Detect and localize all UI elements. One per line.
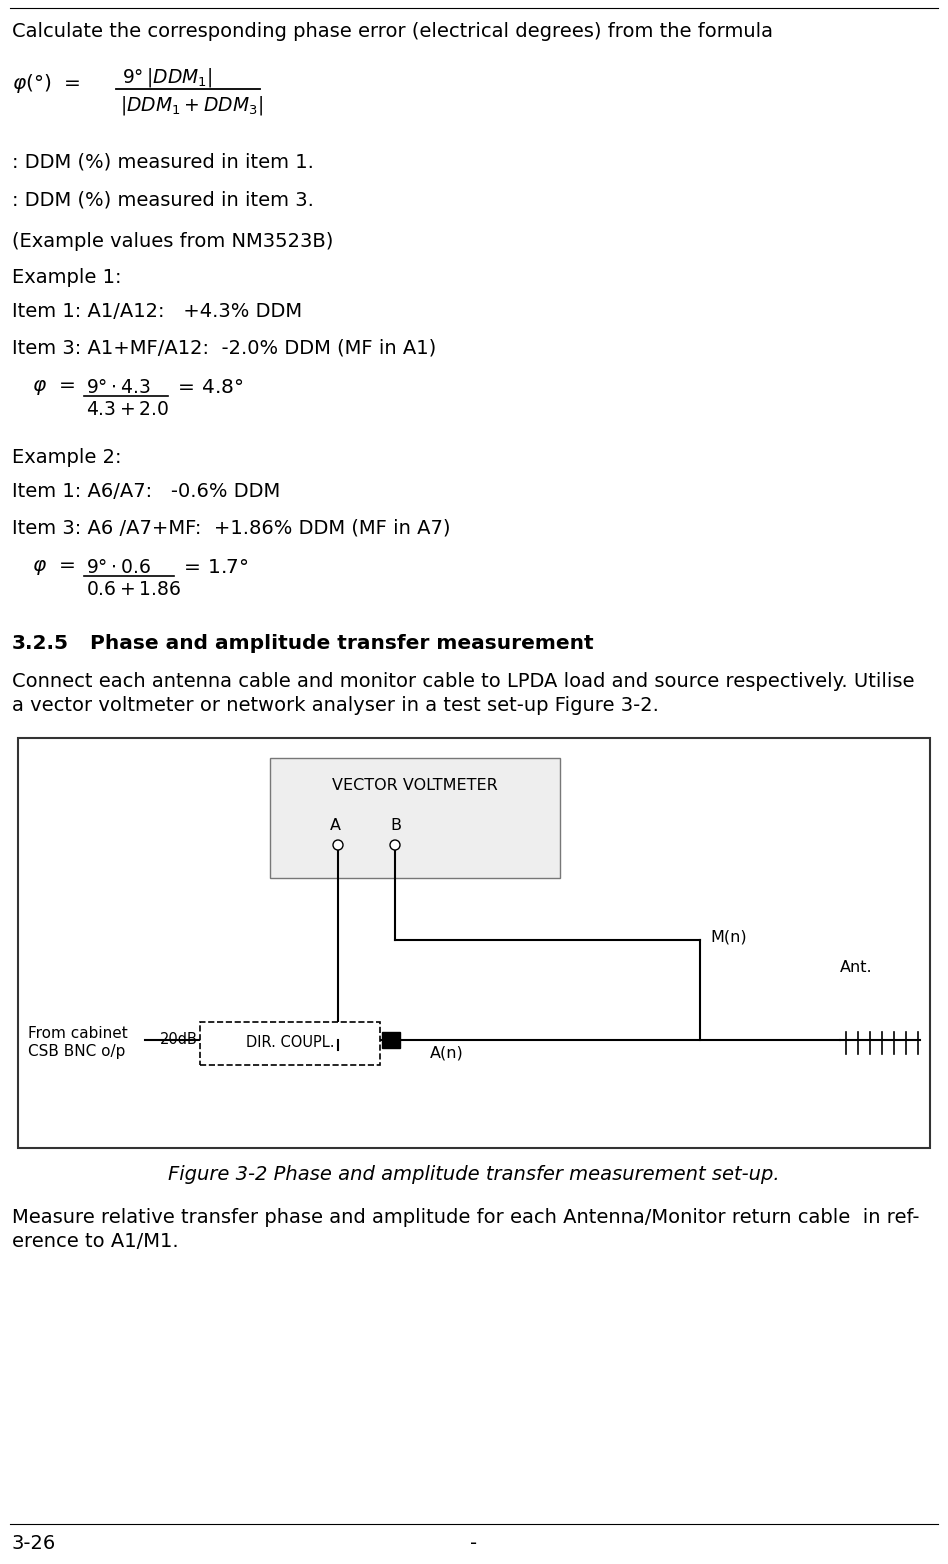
Text: Item 1: A6/A7:   -0.6% DDM: Item 1: A6/A7: -0.6% DDM (12, 482, 281, 500)
Text: : DDM (%) measured in item 3.: : DDM (%) measured in item 3. (12, 189, 314, 210)
Text: 3.2.5: 3.2.5 (12, 633, 69, 654)
Text: Calculate the corresponding phase error (electrical degrees) from the formula: Calculate the corresponding phase error … (12, 22, 773, 41)
Text: $0.6 + 1.86$: $0.6 + 1.86$ (86, 580, 181, 599)
Text: Phase and amplitude transfer measurement: Phase and amplitude transfer measurement (90, 633, 593, 654)
Text: $9°\,|DDM_1|$: $9°\,|DDM_1|$ (122, 66, 212, 89)
Text: $\varphi$  =: $\varphi$ = (32, 558, 75, 577)
Text: M(n): M(n) (710, 931, 747, 945)
Text: $\varphi$  =: $\varphi$ = (32, 378, 75, 397)
Text: Item 1: A1/A12:   +4.3% DDM: Item 1: A1/A12: +4.3% DDM (12, 302, 302, 321)
Text: Connect each antenna cable and monitor cable to LPDA load and source respectivel: Connect each antenna cable and monitor c… (12, 673, 915, 691)
Circle shape (390, 840, 400, 849)
Text: $9°\cdot 0.6$: $9°\cdot 0.6$ (86, 558, 152, 577)
Text: A: A (330, 818, 341, 834)
Text: From cabinet: From cabinet (28, 1026, 128, 1042)
Text: B: B (390, 818, 401, 834)
Text: Item 3: A6 /A7+MF:  +1.86% DDM (MF in A7): Item 3: A6 /A7+MF: +1.86% DDM (MF in A7) (12, 518, 450, 536)
Text: $= \, 1.7°$: $= \, 1.7°$ (180, 558, 248, 577)
Text: : DDM (%) measured in item 1.: : DDM (%) measured in item 1. (12, 152, 314, 170)
Text: $4.3 + 2.0$: $4.3 + 2.0$ (86, 400, 170, 419)
Bar (382, 1032, 400, 1048)
Text: Measure relative transfer phase and amplitude for each Antenna/Monitor return ca: Measure relative transfer phase and ampl… (12, 1207, 920, 1228)
Text: Ant.: Ant. (840, 960, 872, 974)
Text: VECTOR VOLTMETER: VECTOR VOLTMETER (332, 777, 498, 793)
Text: $9°\cdot 4.3$: $9°\cdot 4.3$ (86, 378, 151, 397)
Text: (Example values from NM3523B): (Example values from NM3523B) (12, 231, 334, 250)
Text: a vector voltmeter or network analyser in a test set-up Figure 3-2.: a vector voltmeter or network analyser i… (12, 696, 659, 715)
Text: $|DDM_1 + DDM_3|$: $|DDM_1 + DDM_3|$ (120, 94, 264, 117)
Text: DIR. COUPL.: DIR. COUPL. (246, 1035, 335, 1049)
Circle shape (333, 840, 343, 849)
Text: CSB BNC o/p: CSB BNC o/p (28, 1045, 125, 1059)
Text: Example 1:: Example 1: (12, 267, 121, 288)
Text: $= \, 4.8°$: $= \, 4.8°$ (174, 378, 244, 397)
Text: $\varphi(°)$  =: $\varphi(°)$ = (12, 72, 81, 95)
Text: 3-26: 3-26 (12, 1534, 56, 1553)
Bar (270, 759, 560, 877)
Text: erence to A1/M1.: erence to A1/M1. (12, 1232, 178, 1251)
Text: Example 2:: Example 2: (12, 447, 121, 468)
Bar (18, 738, 930, 1148)
Text: 20dB: 20dB (160, 1032, 198, 1046)
Text: Item 3: A1+MF/A12:  -2.0% DDM (MF in A1): Item 3: A1+MF/A12: -2.0% DDM (MF in A1) (12, 338, 436, 357)
Text: A(n): A(n) (430, 1045, 464, 1060)
Text: Figure 3-2 Phase and amplitude transfer measurement set-up.: Figure 3-2 Phase and amplitude transfer … (168, 1165, 780, 1184)
Text: -: - (470, 1534, 478, 1553)
Bar (200, 1021, 380, 1065)
